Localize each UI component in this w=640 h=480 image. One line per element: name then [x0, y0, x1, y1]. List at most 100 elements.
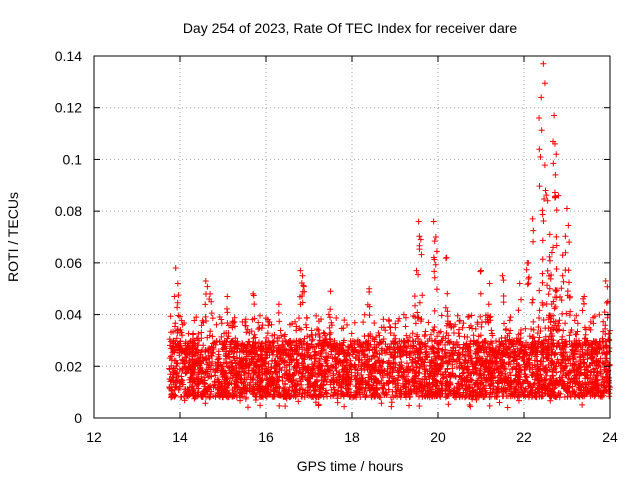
data-point: [317, 367, 324, 374]
data-point: [305, 345, 312, 352]
data-point: [506, 330, 513, 337]
data-point: [478, 319, 485, 326]
data-point: [269, 338, 276, 345]
data-point: [598, 345, 605, 352]
data-point: [182, 369, 189, 376]
data-point: [175, 344, 182, 351]
data-point: [444, 290, 451, 297]
data-point: [258, 325, 265, 332]
data-point: [253, 393, 260, 400]
data-point: [359, 375, 366, 382]
data-point: [431, 268, 438, 275]
data-point: [185, 363, 192, 370]
data-point: [402, 377, 409, 384]
data-point: [193, 314, 200, 321]
data-point: [539, 389, 546, 396]
data-point: [465, 313, 472, 320]
data-point: [429, 375, 436, 382]
data-point: [531, 389, 538, 396]
data-point: [433, 382, 440, 389]
data-point: [564, 382, 571, 389]
data-point: [352, 364, 359, 371]
data-point: [243, 353, 250, 360]
data-point: [267, 368, 274, 375]
data-point: [586, 362, 593, 369]
data-point: [461, 394, 468, 401]
data-point: [515, 381, 522, 388]
data-point: [532, 393, 539, 400]
data-point: [350, 348, 357, 355]
data-point: [415, 369, 422, 376]
data-point: [297, 267, 304, 274]
data-point: [282, 403, 289, 410]
data-point: [213, 321, 220, 328]
data-point: [381, 367, 388, 374]
data-point: [431, 274, 438, 281]
data-point: [309, 336, 316, 343]
data-point: [521, 350, 528, 357]
data-point: [406, 334, 413, 341]
data-point: [223, 338, 230, 345]
data-point: [255, 325, 262, 332]
data-point: [341, 317, 348, 324]
data-point: [487, 338, 494, 345]
data-point: [535, 375, 542, 382]
data-point: [410, 382, 417, 389]
data-point: [340, 325, 347, 332]
data-point: [536, 314, 543, 321]
data-point: [538, 349, 545, 356]
data-point: [601, 389, 608, 396]
data-point: [573, 372, 580, 379]
data-point: [426, 351, 433, 358]
data-point: [265, 389, 272, 396]
data-point: [207, 382, 214, 389]
data-point: [360, 319, 367, 326]
data-point: [487, 376, 494, 383]
data-point: [542, 365, 549, 372]
data-point: [187, 338, 194, 345]
data-point: [298, 360, 305, 367]
data-point: [584, 375, 591, 382]
data-point: [315, 394, 322, 401]
data-point: [335, 360, 342, 367]
data-point: [584, 351, 591, 358]
data-point: [592, 348, 599, 355]
data-point: [567, 308, 574, 315]
data-point: [241, 386, 248, 393]
data-point: [447, 338, 454, 345]
data-point: [456, 317, 463, 324]
data-point: [251, 387, 258, 394]
data-point: [566, 388, 573, 395]
data-point: [543, 192, 550, 199]
data-point: [182, 340, 189, 347]
data-point: [536, 307, 543, 314]
data-point: [400, 337, 407, 344]
data-point: [536, 384, 543, 391]
data-point: [400, 384, 407, 391]
data-point: [268, 375, 275, 382]
data-point: [466, 385, 473, 392]
data-point: [478, 323, 485, 330]
data-point: [552, 303, 559, 310]
x-tick-label: 24: [602, 429, 618, 445]
data-point: [347, 357, 354, 364]
data-point: [456, 344, 463, 351]
data-point: [286, 361, 293, 368]
data-point: [530, 334, 537, 341]
data-point: [206, 332, 213, 339]
data-point: [486, 394, 493, 401]
data-point: [545, 291, 552, 298]
data-point: [430, 218, 437, 225]
data-point: [177, 326, 184, 333]
data-point: [451, 330, 458, 337]
data-point: [192, 345, 199, 352]
data-point: [378, 377, 385, 384]
data-point: [530, 227, 537, 234]
data-point: [486, 402, 493, 409]
data-point: [209, 315, 216, 322]
data-point: [442, 368, 449, 375]
data-point: [561, 349, 568, 356]
data-point: [573, 358, 580, 365]
data-point: [271, 338, 278, 345]
data-point: [519, 354, 526, 361]
